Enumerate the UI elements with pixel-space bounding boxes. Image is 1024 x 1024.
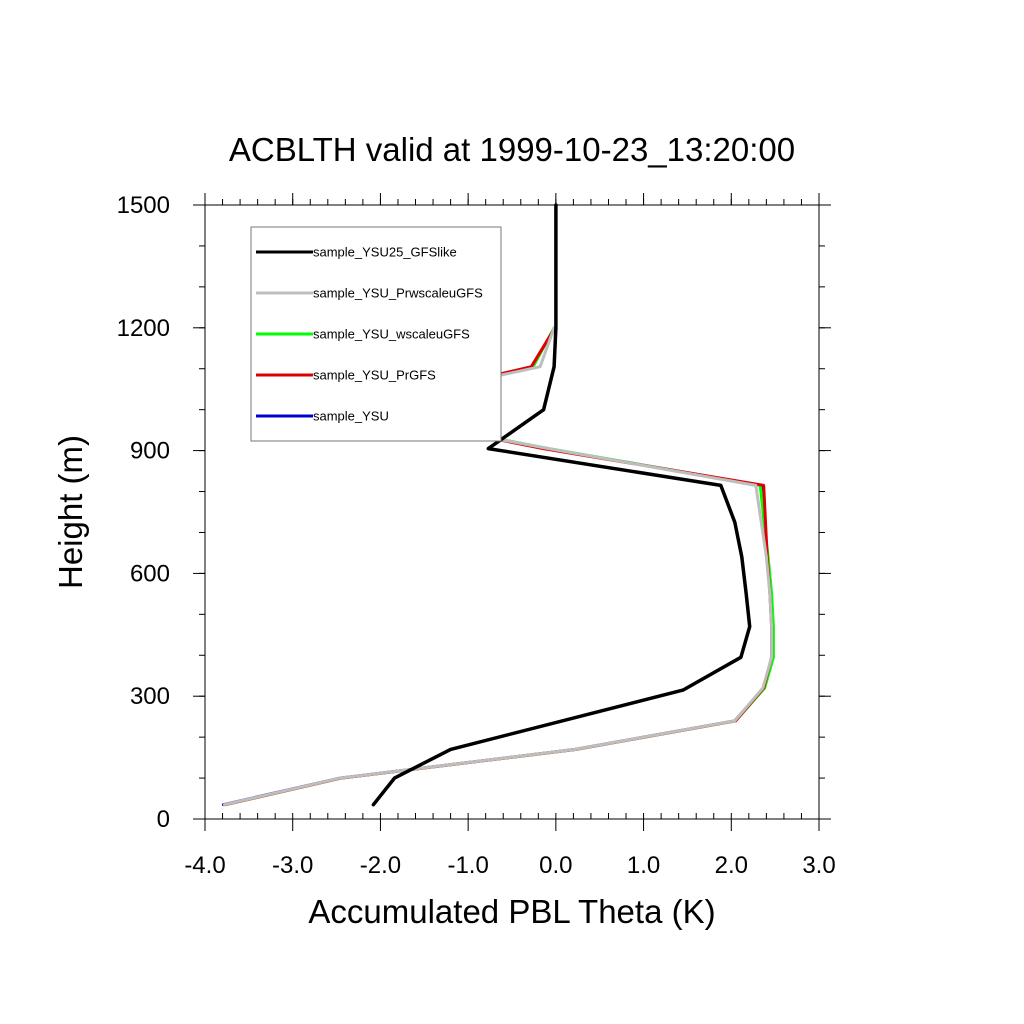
series-line-sample-ysu25-gfslike — [371, 203, 752, 807]
y-tick-label: 0 — [157, 806, 170, 833]
x-tick-label: -4.0 — [184, 852, 225, 879]
legend-label: sample_YSU25_GFSlike — [313, 245, 457, 260]
y-tick-label: 1500 — [117, 192, 170, 219]
y-tick-label: 600 — [130, 560, 170, 587]
y-tick-label: 1200 — [117, 315, 170, 342]
legend-label: sample_YSU_PrGFS — [313, 368, 436, 383]
x-axis-label: Accumulated PBL Theta (K) — [308, 893, 715, 930]
plot-frame — [204, 204, 820, 820]
legend-label: sample_YSU_PrwscaleuGFS — [313, 286, 483, 301]
x-tick-label: 3.0 — [802, 852, 835, 879]
x-tick-labels: -4.0 -3.0 -2.0 -1.0 0.0 1.0 2.0 3.0 — [184, 852, 835, 879]
plot-area — [204, 204, 820, 820]
legend-label: sample_YSU — [313, 409, 389, 424]
x-tick-label: -1.0 — [447, 852, 488, 879]
x-tick-label: 0.0 — [539, 852, 572, 879]
y-axis-label: Height (m) — [52, 435, 89, 589]
legend: sample_YSU25_GFSlike sample_YSU_Prwscaleu… — [250, 226, 502, 442]
chart-title: ACBLTH valid at 1999-10-23_13:20:00 — [229, 131, 795, 168]
y-tick-label: 900 — [130, 438, 170, 465]
series-line-sample-ysu — [221, 408, 774, 807]
y-tick-label: 300 — [130, 683, 170, 710]
y-tick-labels: 0 300 600 900 1200 1500 — [117, 192, 170, 833]
x-tick-label: 1.0 — [627, 852, 660, 879]
legend-box — [250, 226, 502, 442]
x-tick-label: -3.0 — [272, 852, 313, 879]
x-tick-label: -2.0 — [360, 852, 401, 879]
legend-label: sample_YSU_wscaleuGFS — [313, 327, 470, 342]
major-ticks — [193, 193, 831, 831]
x-tick-label: 2.0 — [715, 852, 748, 879]
